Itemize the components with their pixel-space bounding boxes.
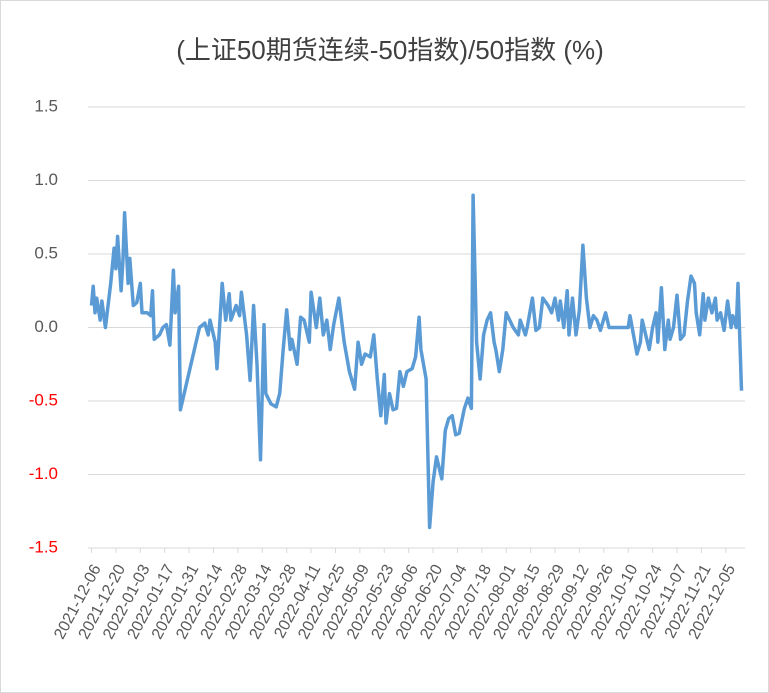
data-line	[89, 193, 744, 530]
chart-title: (上证50期货连续-50指数)/50指数 (%)	[176, 35, 604, 65]
y-tick-label: -1.5	[29, 537, 58, 556]
y-tick-label: 1.0	[34, 170, 58, 189]
y-tick-label: 0.5	[34, 243, 58, 262]
y-tick-label: -0.5	[29, 390, 58, 409]
y-tick-label: -1.0	[29, 464, 58, 483]
y-tick-label: 0.0	[34, 317, 58, 336]
y-tick-label: 1.5	[34, 96, 58, 115]
